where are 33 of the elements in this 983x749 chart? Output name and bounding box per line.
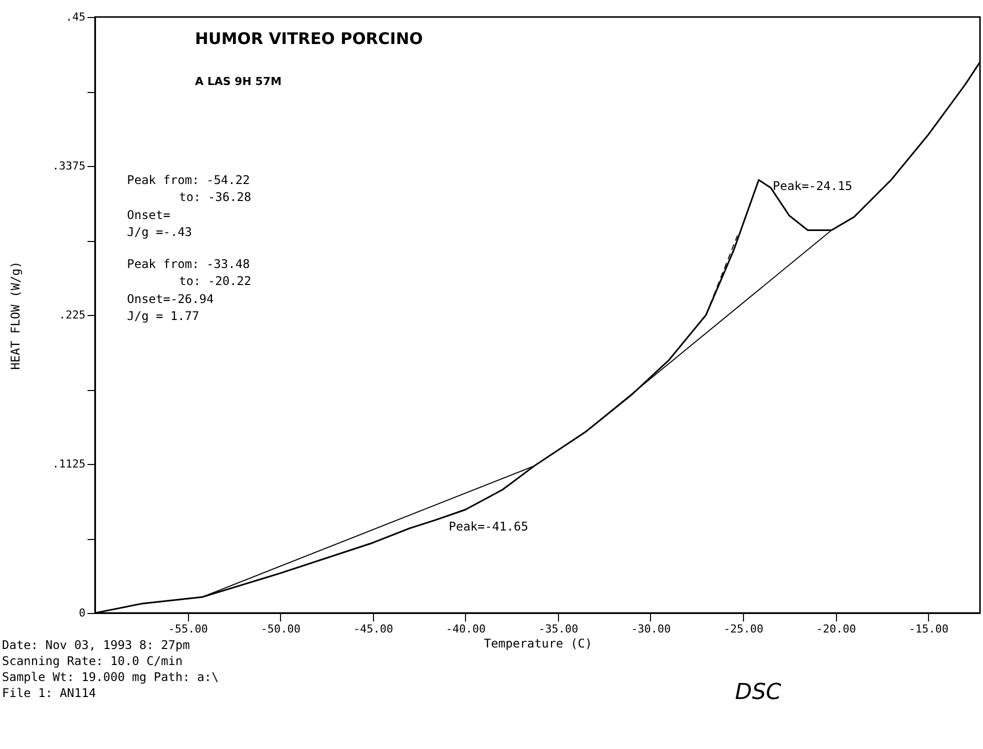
x-tick-label: -20.00 [816,622,856,636]
x-tick-label: -55.00 [168,622,208,636]
annotation: J/g = 1.77 [127,309,200,323]
y-tick-label: .225 [59,308,86,322]
annotation: J/g =-.43 [127,225,192,239]
annotation: Peak=-24.15 [772,178,852,193]
y-tick-label: .1125 [52,458,86,470]
text: A LAS 9H 57M [195,75,282,88]
annotation: Peak from: -33.48 [127,257,250,271]
x-tick-label: -35.00 [538,622,578,636]
x-axis-title: Temperature (C) [484,636,592,650]
y-axis-title: HEAT FLOW (W/g) [8,261,22,370]
text: Date: Nov 03, 1993 8: 27pm [2,638,190,652]
x-tick-label: -30.00 [631,622,671,636]
annotation: to: -36.28 [179,190,252,204]
y-tick-label: .45 [66,10,86,24]
text: Scanning Rate: 10.0 C/min [2,654,183,668]
x-tick-label: -40.00 [446,622,486,636]
annotation: Onset= [127,208,170,222]
y-tick-label: 0 [78,606,86,620]
x-tick-label: -50.00 [260,622,301,636]
text: HUMOR VITREO PORCINO [195,29,423,48]
text: File 1: AN114 [2,686,96,700]
x-tick-label: -15.00 [908,622,949,636]
x-tick-label: -45.00 [353,622,394,636]
text: DSC [735,680,782,705]
annotation: Peak=-41.65 [448,519,528,534]
annotation: Peak from: -54.22 [127,173,250,187]
x-tick-label: -25.00 [724,622,764,636]
annotation: to: -20.22 [179,274,252,288]
annotation: Onset=-26.94 [127,292,214,306]
y-tick-label: .3375 [52,160,86,172]
text: Sample Wt: 19.000 mg Path: a:\ [2,670,219,684]
